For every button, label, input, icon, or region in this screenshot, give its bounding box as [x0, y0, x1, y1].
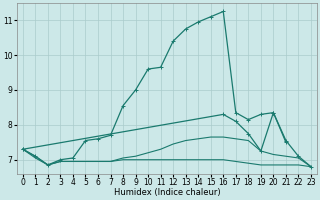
- X-axis label: Humidex (Indice chaleur): Humidex (Indice chaleur): [114, 188, 220, 197]
